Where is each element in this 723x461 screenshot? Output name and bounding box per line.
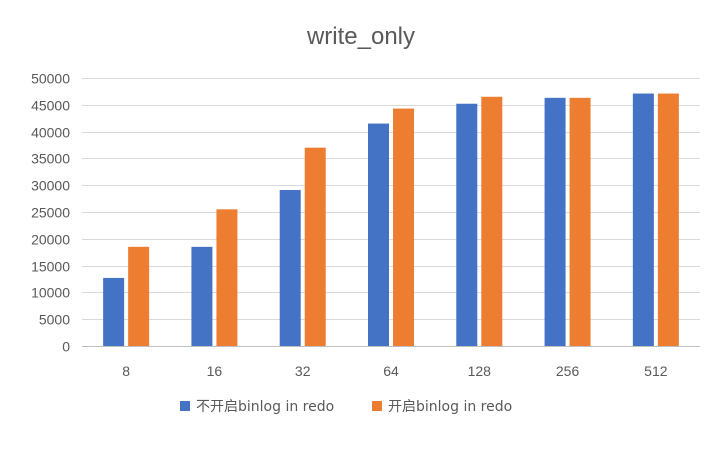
y-tick-label: 35000: [31, 151, 70, 167]
y-tick-label: 30000: [31, 178, 70, 194]
y-tick-label: 20000: [31, 232, 70, 248]
bar-series-2-128: [481, 96, 503, 346]
bar-series-2-64: [393, 108, 414, 346]
bar-series-1-32: [279, 190, 301, 346]
x-tick-label: 512: [644, 363, 668, 379]
x-tick-label: 8: [122, 363, 130, 379]
gridlines: [82, 78, 700, 347]
x-tick-label: 16: [207, 363, 223, 379]
y-tick-label: 45000: [31, 98, 70, 114]
y-tick-label: 40000: [31, 125, 70, 141]
bar-series-1-8: [103, 277, 125, 346]
bar-series-2-512: [657, 93, 679, 346]
x-tick-label: 32: [295, 363, 311, 379]
y-tick-label: 15000: [31, 259, 70, 275]
bar-series-2-8: [128, 246, 150, 346]
bar-series-2-256: [569, 97, 591, 346]
legend-label: 开启binlog in redo: [388, 399, 512, 415]
y-tick-label: 10000: [31, 285, 70, 301]
legend-label: 不开启binlog in redo: [196, 399, 334, 415]
legend: 不开启binlog in redo 开启binlog in redo: [180, 399, 512, 415]
bar-series-1-64: [368, 123, 389, 346]
bar-series-2-16: [216, 209, 238, 346]
legend-swatch: [180, 401, 190, 411]
y-tick-label: 0: [62, 339, 70, 355]
x-tick-label: 64: [383, 363, 399, 379]
bars: [103, 93, 679, 346]
x-tick-label: 128: [468, 363, 492, 379]
legend-item: 不开启binlog in redo: [180, 399, 334, 415]
bar-series-1-256: [544, 97, 566, 346]
x-tick-label: 256: [556, 363, 580, 379]
y-tick-label: 5000: [39, 312, 70, 328]
chart-title: write_only: [306, 23, 415, 50]
bar-series-2-32: [304, 147, 326, 346]
legend-item: 开启binlog in redo: [372, 399, 512, 415]
bar-series-1-512: [632, 93, 654, 346]
bar-series-1-128: [456, 103, 478, 346]
legend-swatch: [372, 401, 382, 411]
x-axis-tick-labels: 8 16 32 64 128 256 512: [122, 363, 668, 379]
y-tick-label: 25000: [31, 205, 70, 221]
y-axis-tick-labels: 0 5000 10000 15000 20000 25000 30000 35000 40000…: [31, 71, 70, 355]
y-tick-label: 50000: [31, 71, 70, 87]
bar-series-1-16: [191, 246, 213, 346]
